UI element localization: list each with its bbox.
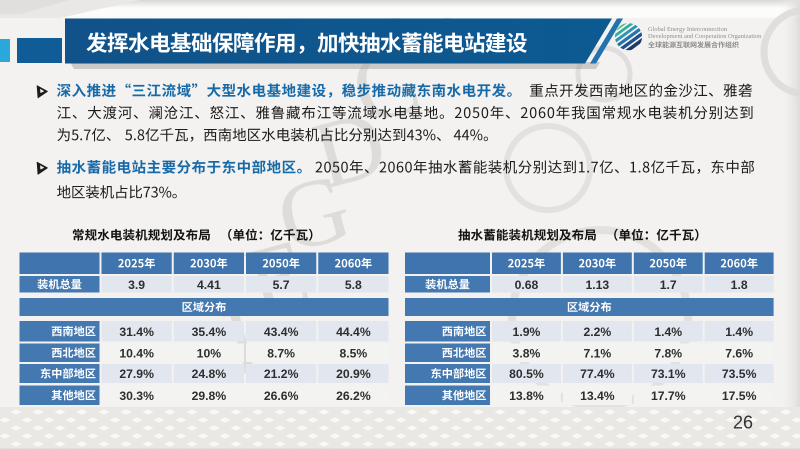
svg-text:5.7: 5.7	[273, 278, 290, 292]
svg-text:7.6%: 7.6%	[725, 346, 753, 360]
svg-text:17.7%: 17.7%	[651, 389, 686, 403]
svg-text:1.8: 1.8	[731, 278, 748, 292]
svg-text:10.4%: 10.4%	[119, 346, 154, 360]
svg-text:7.8%: 7.8%	[654, 346, 682, 360]
svg-text:3.8%: 3.8%	[513, 346, 541, 360]
svg-text:0.68: 0.68	[515, 278, 539, 292]
svg-text:1.9%: 1.9%	[513, 325, 541, 339]
svg-text:80.5%: 80.5%	[509, 367, 544, 381]
svg-text:4.41: 4.41	[197, 278, 221, 292]
svg-text:26.6%: 26.6%	[264, 389, 299, 403]
svg-text:10%: 10%	[197, 346, 222, 360]
svg-text:27.9%: 27.9%	[119, 367, 154, 381]
svg-text:7.1%: 7.1%	[583, 346, 611, 360]
svg-text:2.2%: 2.2%	[583, 325, 611, 339]
svg-text:1.4%: 1.4%	[725, 325, 753, 339]
svg-text:Global Energy Interconnection: Global Energy Interconnection	[648, 26, 728, 33]
svg-text:3.9: 3.9	[128, 278, 145, 292]
svg-text:73.5%: 73.5%	[722, 367, 757, 381]
svg-text:Development and Cooperation Or: Development and Cooperation Organization	[648, 33, 762, 40]
svg-text:35.4%: 35.4%	[192, 325, 227, 339]
svg-text:1.13: 1.13	[585, 278, 609, 292]
svg-text:26: 26	[733, 413, 753, 433]
svg-text:20.9%: 20.9%	[336, 367, 371, 381]
svg-text:17.5%: 17.5%	[722, 389, 757, 403]
svg-text:13.8%: 13.8%	[509, 389, 544, 403]
svg-text:13.4%: 13.4%	[580, 389, 615, 403]
svg-text:30.3%: 30.3%	[119, 389, 154, 403]
svg-text:43.4%: 43.4%	[264, 325, 299, 339]
svg-text:77.4%: 77.4%	[580, 367, 615, 381]
svg-text:21.2%: 21.2%	[264, 367, 299, 381]
svg-text:5.8: 5.8	[345, 278, 362, 292]
svg-text:26.2%: 26.2%	[336, 389, 371, 403]
svg-text:73.1%: 73.1%	[651, 367, 686, 381]
svg-text:1.7: 1.7	[660, 278, 677, 292]
svg-text:1.4%: 1.4%	[654, 325, 682, 339]
svg-text:8.7%: 8.7%	[267, 346, 295, 360]
svg-text:29.8%: 29.8%	[192, 389, 227, 403]
svg-text:24.8%: 24.8%	[192, 367, 227, 381]
svg-text:8.5%: 8.5%	[339, 346, 367, 360]
svg-text:31.4%: 31.4%	[119, 325, 154, 339]
svg-text:44.4%: 44.4%	[336, 325, 371, 339]
